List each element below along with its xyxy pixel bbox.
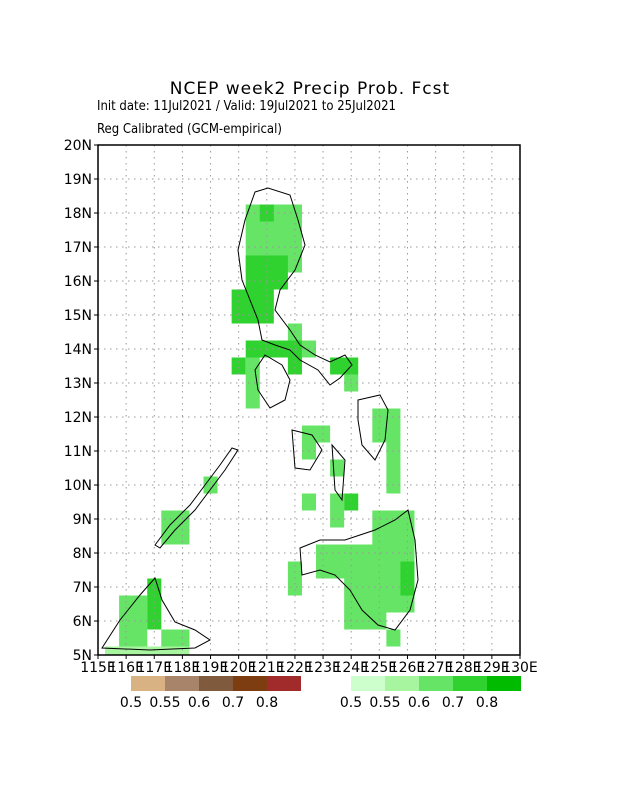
x-tick-label: 123E <box>305 660 341 676</box>
color-box <box>351 676 385 691</box>
prob-cell <box>344 493 359 511</box>
y-tick-label: 14N <box>64 342 92 358</box>
y-tick-label: 17N <box>64 240 92 256</box>
x-tick-label: 127E <box>418 660 454 676</box>
color-box <box>487 676 521 691</box>
x-tick-label: 120E <box>221 660 257 676</box>
prob-cell <box>386 442 401 494</box>
prob-cell <box>330 493 345 528</box>
x-tick-label: 116E <box>108 660 144 676</box>
y-tick-label: 20N <box>64 138 92 154</box>
color-box <box>453 676 487 691</box>
y-tick-label: 7N <box>73 580 92 596</box>
y-tick-label: 5N <box>73 648 92 664</box>
x-tick-label: 115E <box>80 660 116 676</box>
x-tick-label: 125E <box>362 660 398 676</box>
y-tick-label: 13N <box>64 376 92 392</box>
prob-cell <box>161 510 190 545</box>
color-label: 0.5 <box>120 695 142 711</box>
note: Reg Calibrated (GCM-empirical) <box>97 122 282 137</box>
color-label: 0.55 <box>369 695 400 711</box>
color-box <box>131 676 165 691</box>
x-tick-label: 129E <box>474 660 510 676</box>
prob-cell <box>245 357 260 409</box>
prob-cell <box>301 425 317 460</box>
color-bars: 0.5 0.55 0.6 0.7 0.8 0.5 0.55 0.6 0.7 0.8 <box>120 676 521 711</box>
y-tick-label: 10N <box>64 478 92 494</box>
plot-frame <box>97 144 521 656</box>
y-tick-label: 15N <box>64 308 92 324</box>
x-tick-label: 130E <box>502 660 538 676</box>
prob-cell <box>316 544 359 579</box>
x-tick-label: 118E <box>165 660 201 676</box>
y-tick-label: 8N <box>73 546 92 562</box>
prob-cell <box>301 493 317 511</box>
x-tick-label: 122E <box>277 660 313 676</box>
color-box <box>165 676 199 691</box>
color-label: 0.7 <box>442 695 464 711</box>
color-box <box>267 676 301 691</box>
prob-cell <box>245 340 302 358</box>
prob-cell <box>287 357 302 375</box>
prob-cell <box>203 476 218 494</box>
prob-cell <box>147 578 162 630</box>
color-box <box>385 676 419 691</box>
color-box <box>419 676 453 691</box>
x-tick-label: 128E <box>446 660 482 676</box>
y-tick-label: 12N <box>64 410 92 426</box>
y-tick-label: 6N <box>73 614 92 630</box>
prob-cell <box>161 629 190 647</box>
subtitle: Init date: 11Jul2021 / Valid: 19Jul2021 … <box>97 99 396 114</box>
color-box <box>233 676 267 691</box>
color-label: 0.6 <box>188 695 210 711</box>
x-tick-label: 124E <box>333 660 369 676</box>
x-tick-label: 126E <box>390 660 426 676</box>
prob-cell <box>231 357 246 375</box>
prob-cell <box>386 629 401 647</box>
prob-cell <box>330 459 345 477</box>
coastlines <box>101 187 419 651</box>
y-tick-label: 18N <box>64 206 92 222</box>
x-tick-label: 117E <box>136 660 172 676</box>
y-tick-label: 16N <box>64 274 92 290</box>
title: NCEP week2 Precip Prob. Fcst <box>170 79 450 99</box>
color-box <box>199 676 233 691</box>
color-label: 0.7 <box>222 695 244 711</box>
color-label: 0.55 <box>149 695 180 711</box>
color-label: 0.8 <box>256 695 278 711</box>
x-tick-label: 119E <box>193 660 229 676</box>
x-tick-label: 121E <box>249 660 285 676</box>
color-label: 0.8 <box>476 695 498 711</box>
y-tick-label: 9N <box>73 512 92 528</box>
prob-cell <box>105 646 190 655</box>
color-label: 0.5 <box>340 695 362 711</box>
grid: 115E116E117E118E119E120E121E122E123E124E… <box>64 138 538 676</box>
color-label: 0.6 <box>408 695 430 711</box>
y-tick-label: 19N <box>64 172 92 188</box>
y-tick-label: 11N <box>64 444 92 460</box>
